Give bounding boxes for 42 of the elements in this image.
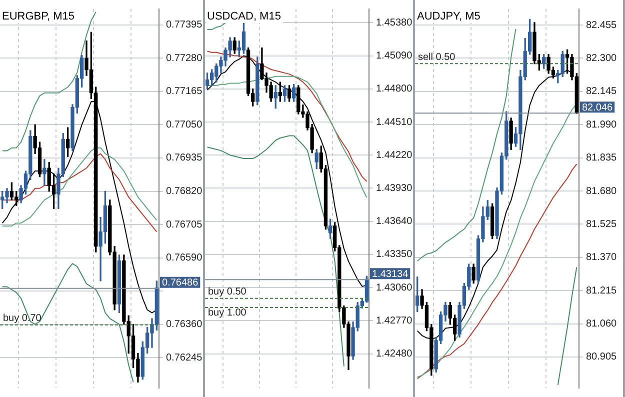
y-tick-label: 1.43930: [376, 182, 413, 194]
y-tick-label: 81.215: [586, 285, 618, 296]
y-tick-label: 1.44510: [376, 116, 413, 128]
y-tick-label: 1.44800: [376, 84, 413, 95]
y-tick-label: 0.77165: [166, 86, 203, 98]
y-tick-label: 0.76245: [166, 352, 203, 364]
y-tick-label: 81.525: [586, 218, 618, 230]
y-tick-label: 82.455: [586, 20, 618, 31]
y-tick-label: 81.060: [586, 318, 618, 330]
y-tick-label: 1.42770: [376, 315, 413, 326]
chart-title: USDCAD, M15: [207, 10, 281, 23]
y-tick-label: 1.42480: [376, 348, 413, 360]
ref-line-label: buy 0.50: [208, 286, 247, 298]
y-tick-label: 1.45090: [376, 50, 413, 62]
y-tick-label: 1.43350: [376, 249, 413, 260]
y-tick-label: 0.76705: [166, 219, 203, 230]
y-tick-label: 1.43640: [376, 216, 413, 228]
ref-line-label: 82.046: [582, 102, 614, 114]
y-tick-label: 0.76360: [166, 319, 203, 330]
y-tick-label: 82.145: [586, 86, 618, 98]
y-tick-label: 0.76820: [166, 186, 203, 198]
y-tick-label: 0.77280: [166, 52, 203, 64]
ref-line-label: 0.76486: [162, 278, 199, 289]
y-tick-label: 0.76935: [166, 152, 203, 164]
candlestick: [42, 159, 46, 186]
chart-title: AUDJPY, M5: [417, 10, 480, 23]
y-tick-label: 81.370: [586, 252, 618, 264]
y-tick-label: 81.835: [586, 152, 618, 164]
y-tick-label: 1.44220: [376, 150, 413, 161]
ref-line-label: 1.43134: [372, 268, 409, 280]
ref-line-label: sell 0.50: [418, 52, 456, 63]
y-tick-label: 82.300: [586, 53, 618, 64]
chart-title: EURGBP, M15: [2, 10, 75, 23]
y-tick-label: 0.76590: [166, 252, 203, 264]
y-tick-label: 81.680: [586, 186, 618, 197]
y-tick-label: 0.77395: [166, 20, 203, 31]
y-tick-label: 1.43060: [376, 282, 413, 294]
y-tick-label: 80.905: [586, 352, 618, 363]
y-tick-label: 81.990: [586, 119, 618, 130]
y-tick-label: 1.45380: [376, 17, 413, 28]
ref-line-label: buy 1.00: [208, 308, 247, 319]
y-tick-label: 0.77050: [166, 119, 203, 130]
